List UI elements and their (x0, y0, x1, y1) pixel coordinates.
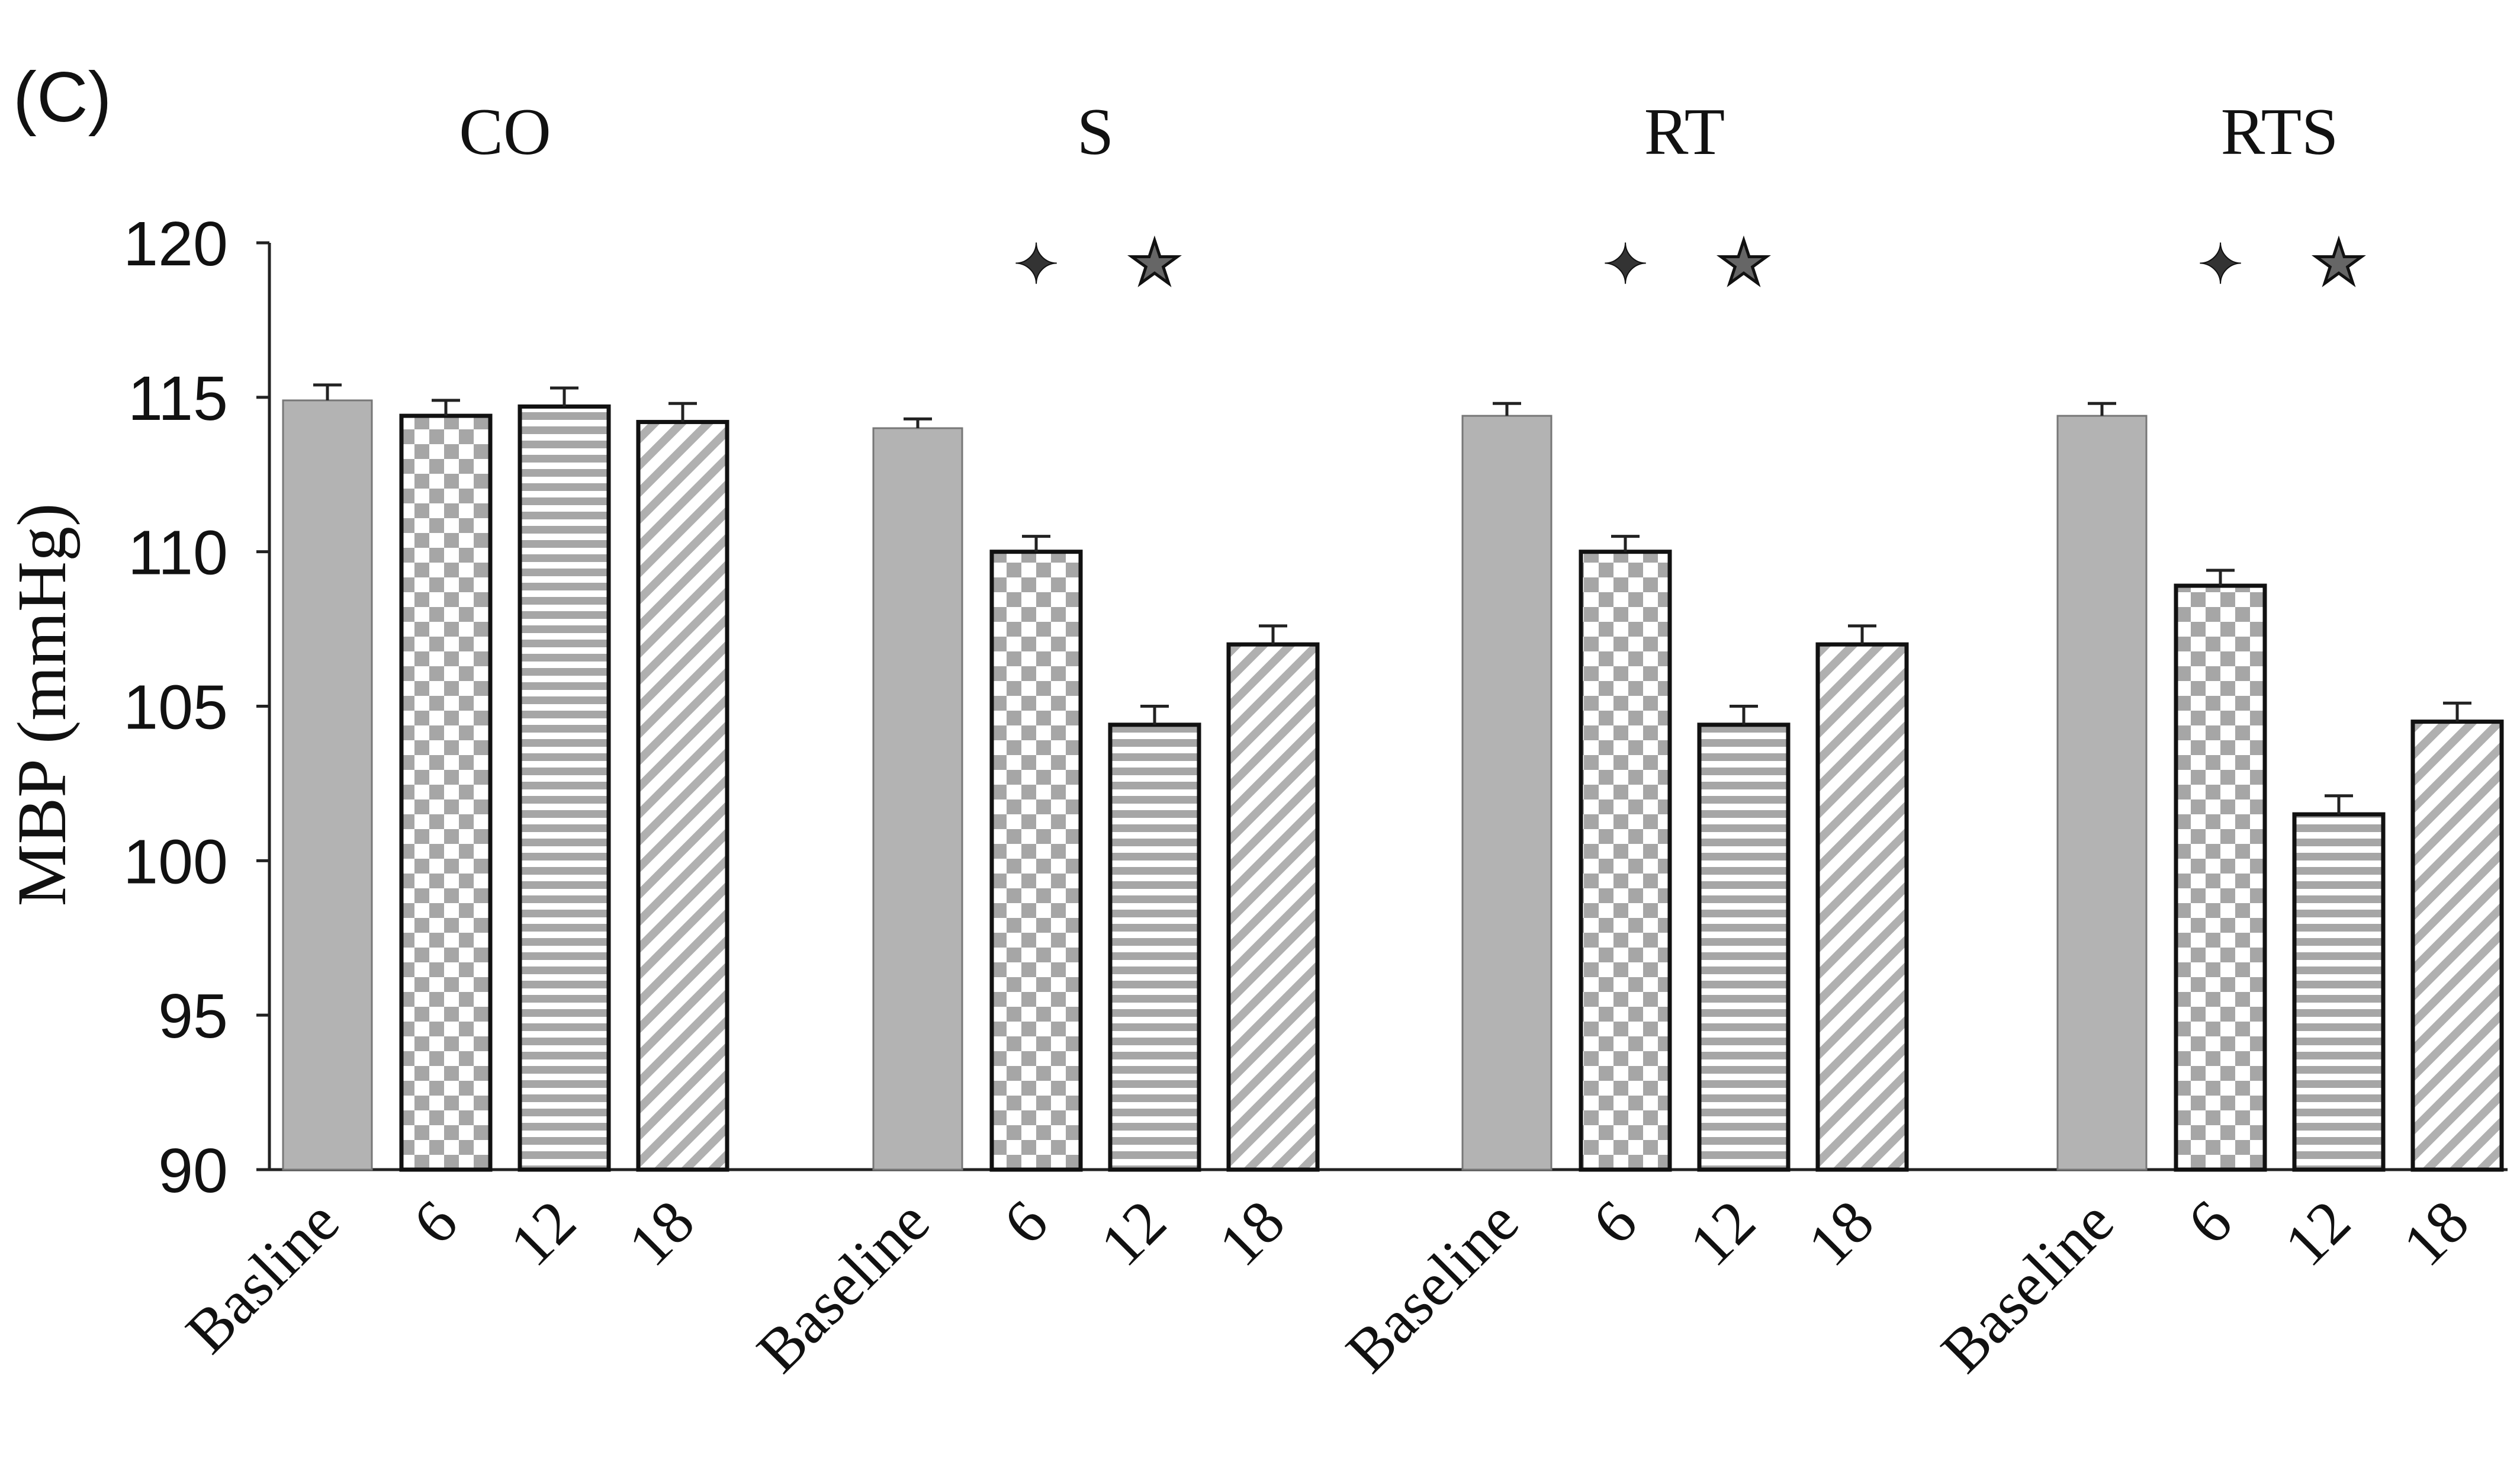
bar (872, 427, 963, 1171)
x-tick-label: 18 (615, 1187, 707, 1279)
group-label: RTS (2221, 95, 2339, 169)
bar (2410, 720, 2504, 1172)
significance-star-icon: ★ (1717, 228, 1770, 297)
y-tick-label: 105 (123, 673, 228, 743)
bar (1226, 642, 1320, 1172)
x-tick-label: 12 (2271, 1187, 2363, 1279)
x-tick-label: 18 (1795, 1187, 1886, 1279)
x-tick-label: 18 (1206, 1187, 1297, 1279)
x-tick-label: 6 (991, 1187, 1060, 1257)
significance-sparkle-icon: ✦ (1602, 233, 1648, 296)
y-tick-label: 90 (158, 1136, 228, 1206)
bar (1697, 723, 1791, 1172)
bar (636, 420, 729, 1172)
group-label: RT (1644, 95, 1725, 169)
bar (2056, 415, 2148, 1171)
bar (518, 404, 611, 1172)
panel-label: (C) (13, 57, 112, 137)
bars (282, 383, 2504, 1172)
y-axis-label: MBP (mmHg) (3, 503, 81, 907)
y-tick-label: 95 (158, 981, 228, 1051)
x-tick-label: Baseline (1928, 1187, 2127, 1386)
bar (282, 399, 373, 1171)
x-tick-label: 12 (497, 1187, 589, 1279)
bar (1108, 723, 1201, 1172)
y-tick-label: 115 (128, 364, 228, 434)
x-tick-label: 18 (2390, 1187, 2482, 1279)
bar (1579, 550, 1672, 1172)
x-tick-label: 12 (1087, 1187, 1179, 1279)
bar (2292, 812, 2386, 1172)
bar (1461, 415, 1552, 1171)
x-tick-label: Basline (173, 1187, 352, 1366)
x-tick-label: 6 (1580, 1187, 1650, 1257)
significance-sparkle-icon: ✦ (2197, 233, 2243, 296)
x-tick-label: 6 (400, 1187, 470, 1257)
y-tick-label: 120 (123, 209, 228, 279)
y-tick-label: 110 (128, 518, 228, 588)
significance-sparkle-icon: ✦ (1013, 233, 1059, 296)
bar (2174, 583, 2267, 1172)
group-label: S (1077, 95, 1114, 169)
x-tick-label: 12 (1676, 1187, 1768, 1279)
y-tick-label: 100 (123, 827, 228, 897)
bar (1815, 642, 1909, 1172)
bar (399, 413, 493, 1172)
bar (989, 550, 1083, 1172)
group-label: CO (459, 95, 551, 169)
significance-star-icon: ★ (2312, 228, 2365, 297)
significance-star-icon: ★ (1128, 228, 1181, 297)
x-tick-label: Baseline (744, 1187, 943, 1386)
x-tick-label: Baseline (1333, 1187, 1532, 1386)
x-tick-label: 6 (2175, 1187, 2245, 1257)
